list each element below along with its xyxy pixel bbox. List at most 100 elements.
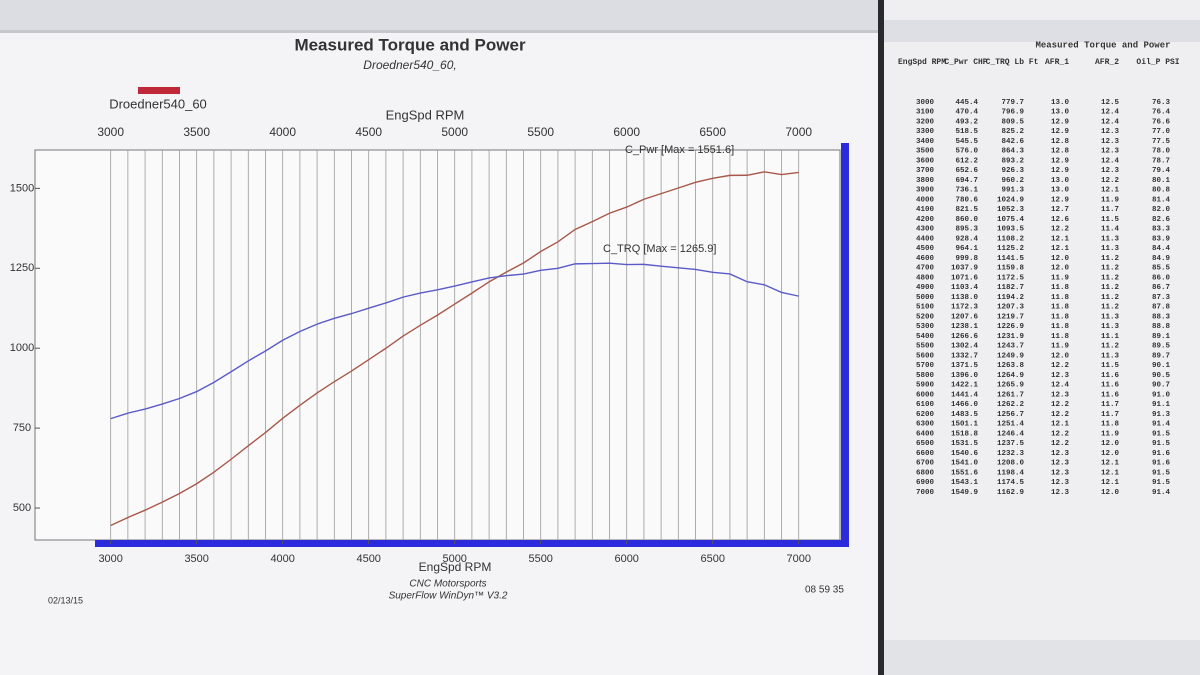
table-cell: 11.3 [1101, 352, 1120, 360]
table-cell: 825.2 [1001, 128, 1024, 136]
table-cell: 12.2 [1101, 177, 1120, 185]
table-cell: 11.6 [1101, 372, 1120, 380]
table-cell: 1174.5 [997, 479, 1025, 487]
table-cell: 1466.0 [951, 401, 979, 409]
table-cell: 1543.1 [951, 479, 979, 487]
table-cell: 11.7 [1101, 206, 1119, 214]
table-cell: 11.6 [1101, 391, 1120, 399]
table-cell: 1332.7 [951, 352, 978, 360]
table-cell: 11.7 [1101, 401, 1119, 409]
table-cell: 89.7 [1152, 352, 1170, 360]
table-cell: 1531.5 [951, 440, 979, 448]
table-cell: 652.6 [955, 167, 978, 175]
table-cell: 12.4 [1101, 109, 1120, 117]
table-cell: 3900 [916, 187, 935, 195]
table-cell: 12.8 [1051, 148, 1070, 156]
table-cell: 91.0 [1152, 391, 1171, 399]
table-cell: 5400 [916, 333, 935, 341]
table-cell: 4100 [916, 206, 935, 214]
table-cell: 91.4 [1152, 489, 1171, 497]
table-cell: 11.2 [1101, 304, 1120, 312]
table-cell: 5200 [916, 313, 935, 321]
table-cell: 12.1 [1051, 235, 1070, 243]
table-cell: 1232.3 [997, 450, 1025, 458]
table-cell: 11.9 [1101, 430, 1120, 438]
table-cell: 1501.1 [951, 421, 979, 429]
table-cell: 12.3 [1101, 167, 1120, 175]
y-tick-label: 1500 [10, 182, 34, 194]
table-cell: 6400 [916, 430, 935, 438]
table-cell: 1237.5 [997, 440, 1025, 448]
table-cell: 90.7 [1152, 382, 1170, 390]
table-cell: 926.3 [1001, 167, 1024, 175]
table-cell: 11.3 [1101, 313, 1120, 321]
x-axis-label-top: EngSpd RPM [386, 107, 465, 122]
table-cell: 12.6 [1051, 216, 1070, 224]
table-cell: 4900 [916, 284, 935, 292]
table-cell: 82.6 [1152, 216, 1171, 224]
x-tick-label-top: 7000 [785, 125, 812, 139]
x-tick-label: 6500 [700, 553, 724, 565]
table-cell: 11.8 [1051, 313, 1070, 321]
table-cell: 11.3 [1101, 235, 1120, 243]
table-cell: 78.0 [1152, 148, 1171, 156]
table-cell: 11.8 [1051, 323, 1070, 331]
table-cell: 11.2 [1101, 265, 1120, 273]
table-cell: 11.8 [1051, 294, 1070, 302]
table-cell: 12.7 [1051, 206, 1069, 214]
y-tick-label: 1250 [10, 262, 34, 274]
table-cell: 1422.1 [951, 382, 979, 390]
table-cell: 576.0 [955, 148, 978, 156]
table-cell: 736.1 [955, 187, 978, 195]
table-cell: 5700 [916, 362, 935, 370]
table-cell: 4700 [916, 265, 935, 273]
table-cell: 11.2 [1101, 294, 1120, 302]
table-cell: 11.7 [1101, 411, 1119, 419]
table-cell: 1172.5 [997, 274, 1025, 282]
table-cell: 88.8 [1152, 323, 1171, 331]
table-cell: 1256.7 [997, 411, 1024, 419]
table-cell: 90.5 [1152, 372, 1171, 380]
table-cell: 545.5 [955, 138, 978, 146]
table-cell: 4000 [916, 196, 935, 204]
table-cell: 89.5 [1152, 343, 1171, 351]
table-cell: 3500 [916, 148, 935, 156]
table-cell: 1518.8 [951, 430, 979, 438]
table-cell: 91.6 [1152, 450, 1171, 458]
table-cell: 1261.7 [997, 391, 1024, 399]
table-cell: 1182.7 [997, 284, 1024, 292]
table-cell: 1108.2 [997, 235, 1025, 243]
table-cell: 87.8 [1152, 304, 1171, 312]
table-cell: 895.3 [955, 226, 978, 234]
table-cell: 3000 [916, 99, 935, 107]
table-cell: 12.3 [1051, 372, 1070, 380]
table-cell: 5900 [916, 382, 935, 390]
table-cell: 1238.1 [951, 323, 979, 331]
table-cell: 1075.4 [997, 216, 1025, 224]
table-cell: 612.2 [955, 157, 978, 165]
table-cell: 11.2 [1101, 284, 1120, 292]
table-cell: 1246.4 [997, 430, 1025, 438]
table-cell: 6900 [916, 479, 935, 487]
table-cell: 1037.9 [951, 265, 979, 273]
date: 02/13/15 [48, 595, 83, 605]
table-cell: 1024.9 [997, 196, 1025, 204]
table-cell: 91.5 [1152, 469, 1171, 477]
table-cell: 1549.9 [951, 489, 979, 497]
table-cell: 3200 [916, 118, 935, 126]
window-bar [0, 0, 878, 30]
table-cell: 1302.4 [951, 343, 979, 351]
table-cell: 860.0 [955, 216, 978, 224]
table-cell: 842.6 [1001, 138, 1024, 146]
table-cell: 12.3 [1051, 479, 1070, 487]
table-cell: 11.8 [1051, 304, 1070, 312]
table-cell: 12.1 [1051, 245, 1070, 253]
table-cell: 12.3 [1051, 489, 1070, 497]
legend-swatch [138, 87, 180, 94]
table-cell: 11.3 [1101, 323, 1120, 331]
table-cell: 6200 [916, 411, 935, 419]
table-cell: 960.2 [1001, 177, 1024, 185]
table-cell: 77.5 [1152, 138, 1171, 146]
table-cell: 1207.6 [951, 313, 979, 321]
table-cell: 1264.9 [997, 372, 1025, 380]
